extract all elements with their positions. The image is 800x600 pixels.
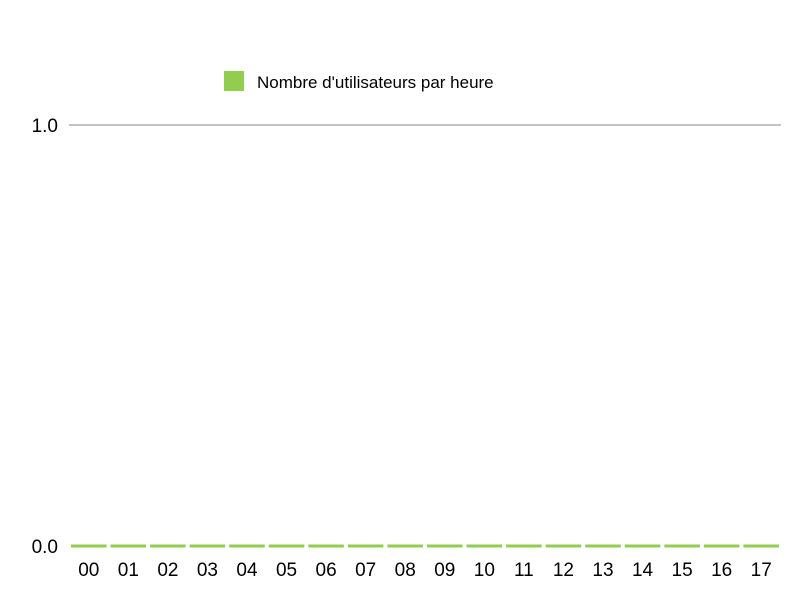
- bar: [387, 544, 423, 548]
- bar: [268, 544, 305, 548]
- legend: Nombre d'utilisateurs par heure: [224, 71, 494, 92]
- x-tick-label: 01: [118, 560, 139, 581]
- x-tick-label: 00: [78, 560, 99, 581]
- x-tick-label: 09: [434, 560, 455, 581]
- bar: [506, 544, 542, 548]
- bar: [308, 544, 344, 548]
- legend-swatch: [224, 71, 244, 91]
- bar: [624, 544, 661, 548]
- x-tick-label: 05: [276, 560, 297, 581]
- bar: [427, 544, 463, 548]
- bars: [71, 544, 779, 548]
- bar: [189, 544, 226, 548]
- x-tick-label: 12: [553, 560, 574, 581]
- x-tick-label: 07: [355, 560, 376, 581]
- y-tick-label: 0.0: [32, 537, 58, 558]
- y-tick-label: 1.0: [32, 116, 58, 137]
- bar: [743, 544, 779, 548]
- legend-label: Nombre d'utilisateurs par heure: [257, 73, 494, 92]
- bar: [110, 544, 147, 548]
- x-tick-label: 06: [316, 560, 337, 581]
- bar: [466, 544, 503, 548]
- x-tick-label: 10: [474, 560, 495, 581]
- x-tick-label: 16: [711, 560, 732, 581]
- bar: [545, 544, 582, 548]
- bar: [703, 544, 740, 548]
- x-tick-label: 13: [592, 560, 613, 581]
- x-tick-label: 04: [236, 560, 258, 581]
- bar: [150, 544, 186, 548]
- bar: [347, 544, 384, 548]
- x-tick-label: 14: [632, 560, 654, 581]
- x-tick-label: 15: [672, 560, 693, 581]
- x-tick-label: 02: [157, 560, 178, 581]
- bar: [71, 544, 107, 548]
- y-axis-ticks: 0.0 1.0: [32, 116, 58, 558]
- bar: [664, 544, 700, 548]
- x-axis-ticks: 00 01 02 03 04 05 06 07 08 09 10 11 12 13 14 15 16 17: [78, 560, 772, 581]
- x-tick-label: 08: [395, 560, 416, 581]
- x-tick-label: 17: [751, 560, 772, 581]
- x-tick-label: 03: [197, 560, 218, 581]
- bar: [585, 544, 621, 548]
- bar: [229, 544, 265, 548]
- x-tick-label: 11: [514, 560, 534, 581]
